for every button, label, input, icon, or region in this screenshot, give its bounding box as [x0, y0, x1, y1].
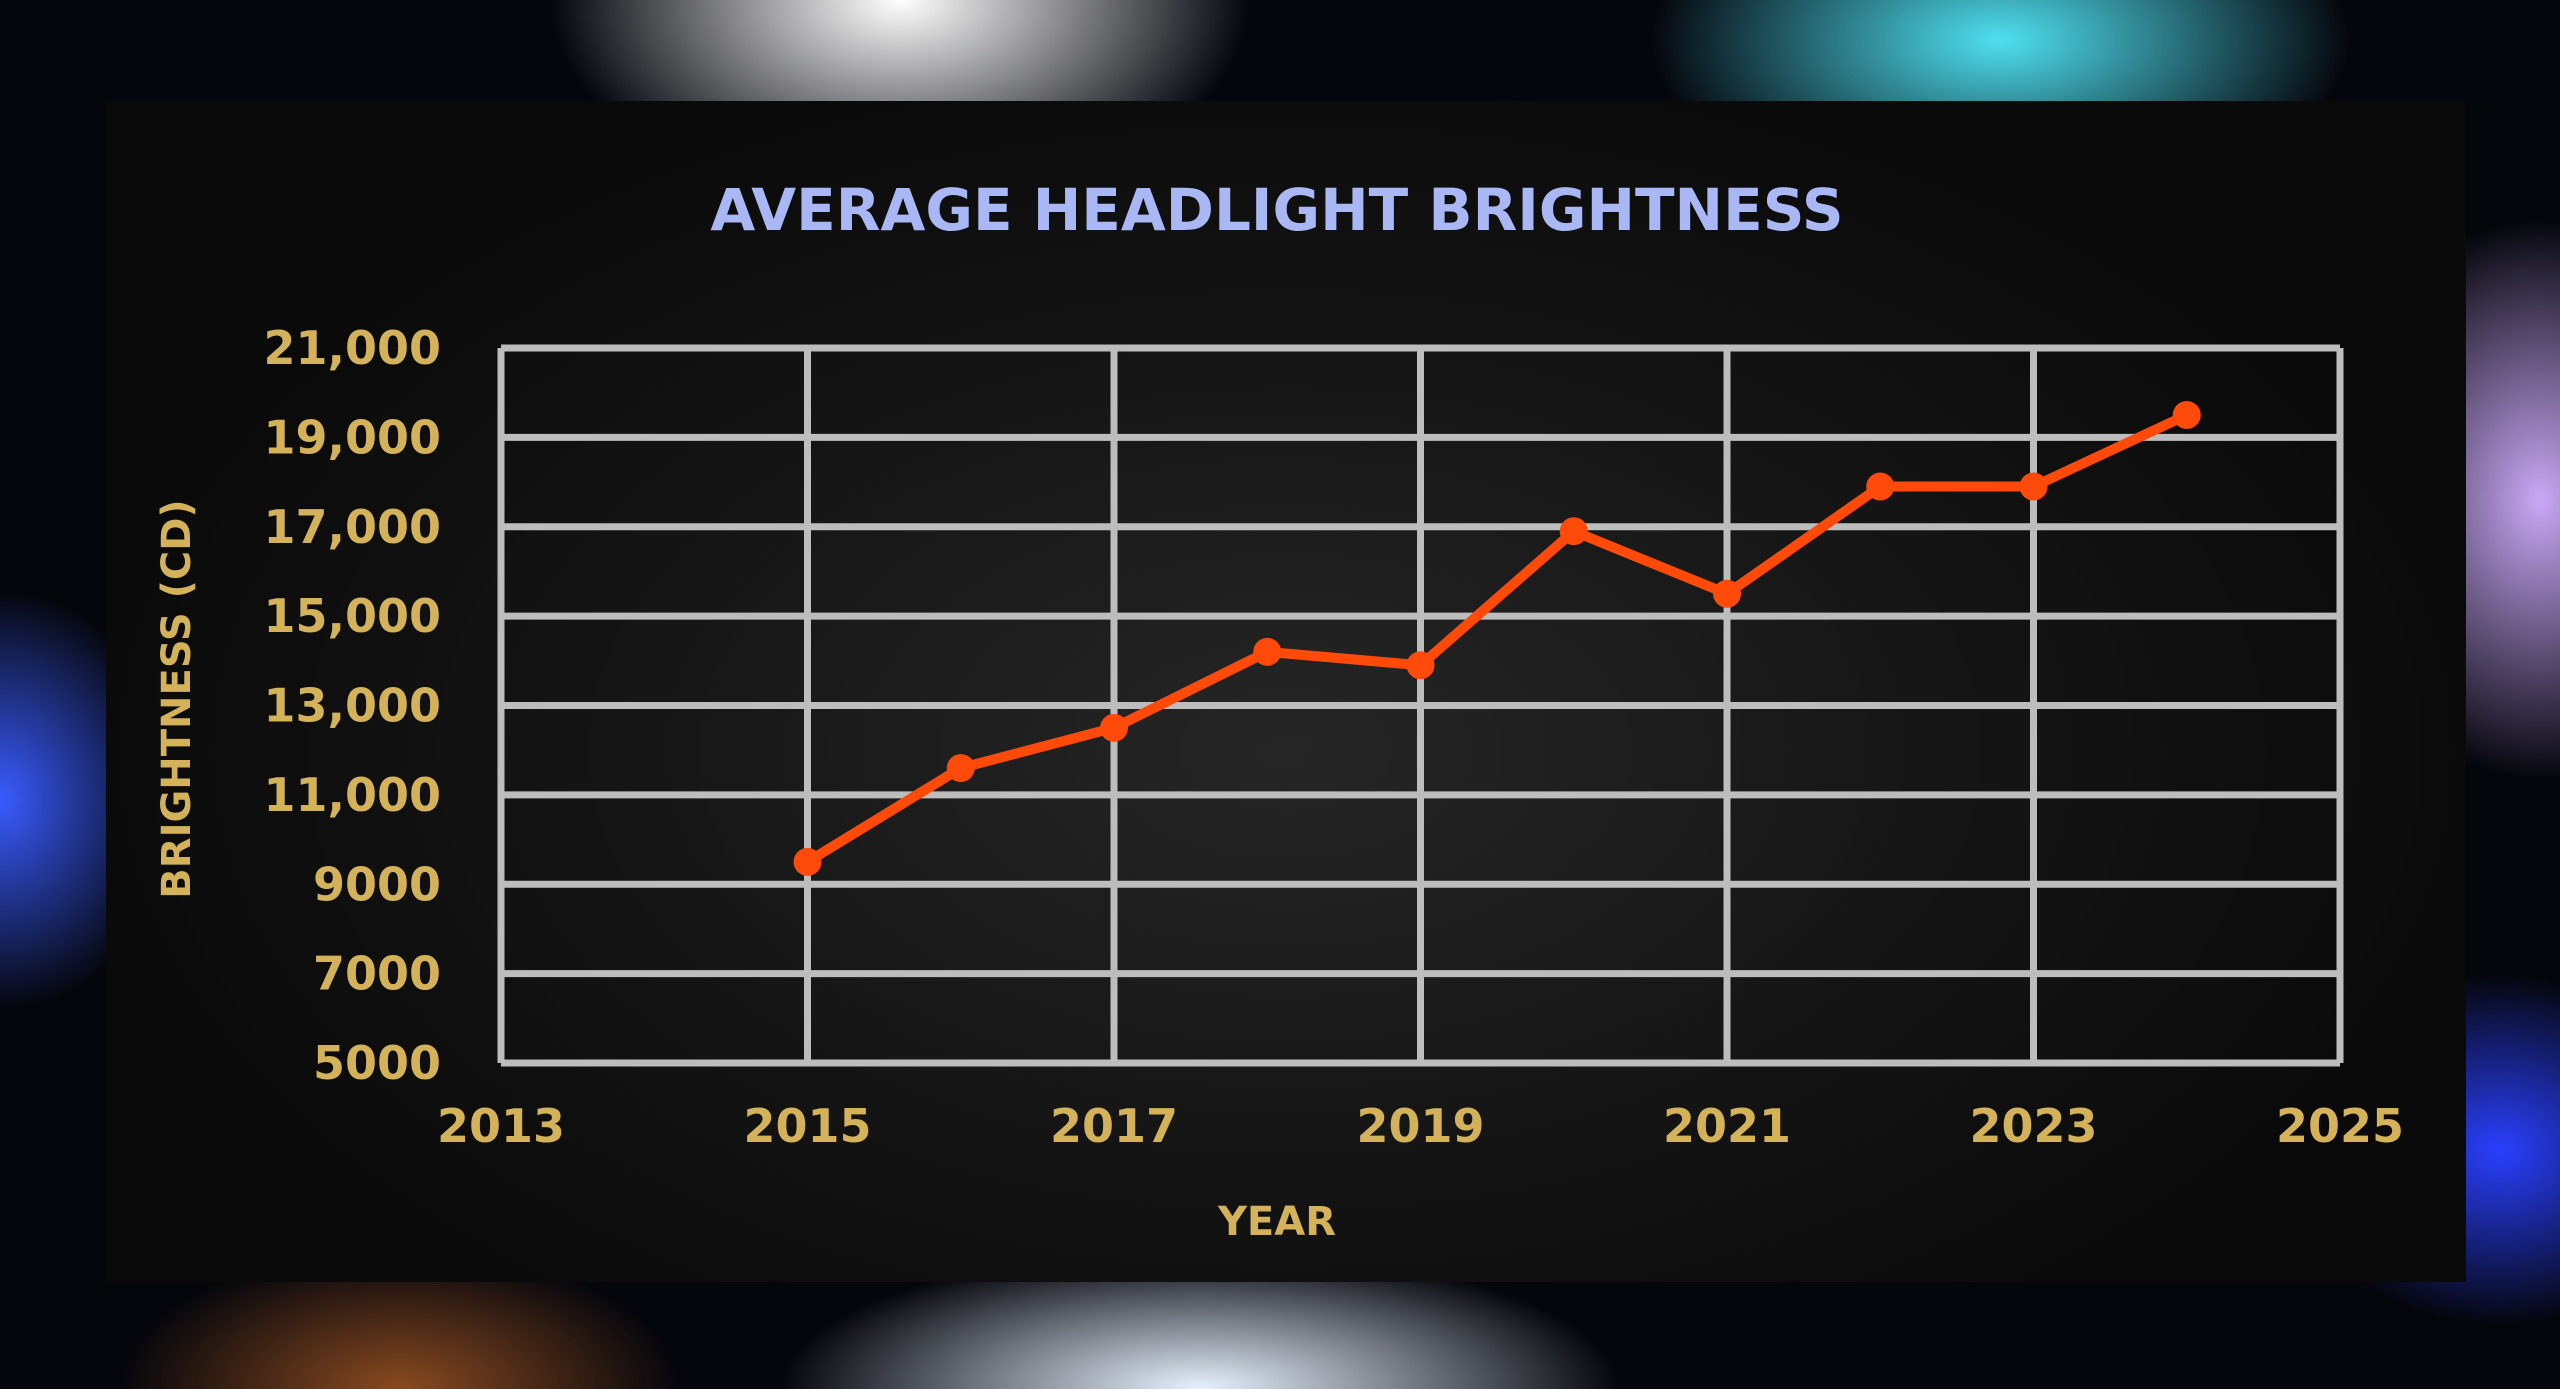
chart-title: AVERAGE HEADLIGHT BRIGHTNESS: [710, 176, 1843, 244]
y-tick-label: 13,000: [263, 679, 441, 733]
grid: [497, 344, 2344, 1067]
data-point-2017: [1100, 713, 1128, 742]
x-tick-label: 2025: [2276, 1099, 2404, 1153]
data-point-2015: [793, 847, 822, 876]
y-axis-label: BRIGHTNESS (CD): [154, 499, 200, 898]
series-path: [804, 410, 2189, 867]
y-tick-label: 9000: [313, 857, 441, 911]
x-tick-labels: 2013 2015 2017 2019 2021 2023 2025: [437, 1099, 2404, 1153]
x-tick-label: 2015: [743, 1099, 871, 1153]
data-point-2020: [1559, 517, 1588, 546]
y-tick-label: 15,000: [263, 589, 441, 643]
data-point-2022: [1866, 472, 1895, 501]
x-tick-label: 2017: [1050, 1099, 1178, 1153]
y-tick-label: 17,000: [263, 500, 441, 554]
data-point-2024: [2172, 401, 2201, 430]
data-point-2018: [1253, 637, 1282, 666]
x-tick-label: 2013: [437, 1099, 565, 1153]
y-tick-label: 19,000: [263, 410, 441, 464]
x-tick-label: 2019: [1356, 1099, 1484, 1153]
x-tick-label: 2021: [1663, 1099, 1791, 1153]
data-point-2019: [1406, 651, 1435, 680]
y-tick-label: 5000: [313, 1036, 441, 1090]
data-point-2021: [1713, 579, 1741, 608]
y-tick-label: 7000: [313, 947, 441, 1001]
y-tick-label: 11,000: [263, 768, 441, 822]
y-tick-label: 21,000: [263, 321, 441, 375]
data-point-2016: [946, 754, 975, 783]
y-tick-labels: 5000 7000 9000 11,000 13,000 15,000 17,000 19,0…: [263, 321, 441, 1090]
x-tick-label: 2023: [1969, 1099, 2097, 1153]
series-line: [793, 401, 2201, 876]
data-point-2023: [2019, 472, 2048, 501]
x-axis-label: YEAR: [1217, 1199, 1336, 1245]
